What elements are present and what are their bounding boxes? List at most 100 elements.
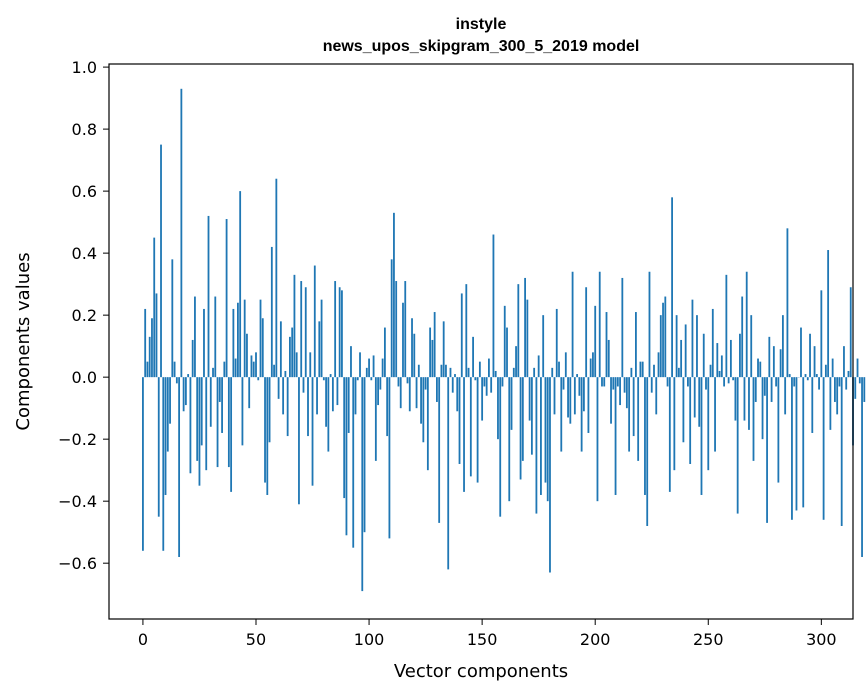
bar-15 [175,377,178,384]
bar-157 [497,377,499,440]
bar-82 [327,377,330,452]
bar-156 [494,370,497,378]
bar-154 [490,377,493,393]
bar-7 [157,377,160,517]
bar-147 [474,377,477,381]
bar-259 [727,377,730,384]
bar-52 [259,299,262,378]
bar-197 [587,377,590,433]
bar-42 [237,302,239,378]
bar-67 [293,274,296,378]
bar-302 [824,364,827,378]
bar-25 [198,377,201,486]
bar-164 [512,367,515,378]
bar-255 [718,370,721,378]
bar-68 [295,352,298,378]
bar-184 [558,361,560,378]
bar-168 [521,377,524,461]
bar-116 [404,281,407,378]
bar-117 [406,377,409,384]
bar-251 [709,364,712,378]
bar-163 [510,377,513,430]
bar-254 [716,343,719,378]
bar-161 [506,327,508,378]
bar-319 [863,377,866,402]
x-tick-label: 300 [806,630,837,649]
bar-118 [408,377,411,412]
bar-250 [707,377,710,471]
bar-109 [388,377,391,539]
bar-204 [603,377,606,387]
bar-189 [569,377,572,424]
bar-262 [734,377,737,421]
bar-253 [714,377,716,452]
bar-238 [680,339,683,378]
bar-278 [770,377,773,402]
bar-148 [476,377,479,483]
bar-210 [616,377,619,387]
bar-221 [641,361,644,378]
bar-230 [662,302,664,378]
bar-86 [336,377,339,406]
bar-36 [223,361,226,378]
bar-150 [481,377,484,421]
bar-178 [544,377,547,483]
bar-183 [555,308,558,378]
bar-215 [628,377,631,452]
bar-208 [612,377,615,390]
bar-235 [673,377,676,471]
bar-218 [635,312,637,378]
bar-51 [257,377,260,381]
bar-0 [142,377,144,551]
bar-276 [766,377,768,523]
bar-294 [806,377,809,381]
bar-61 [279,321,282,378]
bar-14 [173,361,176,378]
bar-81 [325,377,327,427]
bar-64 [286,377,289,437]
bar-246 [698,377,701,427]
y-tick-label: −0.4 [58,492,97,511]
bar-196 [585,287,588,378]
bar-267 [745,271,748,378]
bar-180 [549,377,551,573]
bar-133 [442,321,445,378]
bar-26 [200,377,203,446]
y-tick-label: 0.8 [72,120,97,139]
bar-229 [659,315,662,378]
bar-8 [160,144,162,378]
bar-121 [415,377,418,409]
bar-172 [530,377,533,455]
bar-11 [166,377,169,452]
bar-280 [775,377,778,387]
y-axis-ticks: −0.6 −0.4 −0.2 0.0 0.2 0.4 0.6 0.8 1.0 [58,58,109,573]
bar-182 [553,377,556,415]
bar-143 [465,284,468,378]
bar-260 [729,339,732,378]
bar-66 [291,327,294,378]
bar-107 [383,327,386,378]
bar-312 [847,370,850,378]
bar-160 [503,305,506,378]
bar-17 [180,88,183,378]
bar-212 [621,277,624,378]
bar-92 [350,346,352,378]
bar-134 [445,364,447,378]
bar-305 [831,358,834,378]
bar-217 [632,377,635,437]
bar-20 [187,374,190,378]
y-axis-label: Components values [13,252,34,430]
bar-137 [451,377,454,393]
bar-31 [212,367,214,378]
bar-158 [499,377,502,517]
bar-310 [843,346,845,378]
y-tick-label: 1.0 [72,58,97,77]
bar-169 [524,277,526,378]
bar-236 [675,315,678,378]
bar-55 [266,377,269,495]
bar-242 [689,377,692,464]
bar-216 [630,367,633,378]
bar-106 [381,358,384,378]
bar-282 [779,349,782,378]
